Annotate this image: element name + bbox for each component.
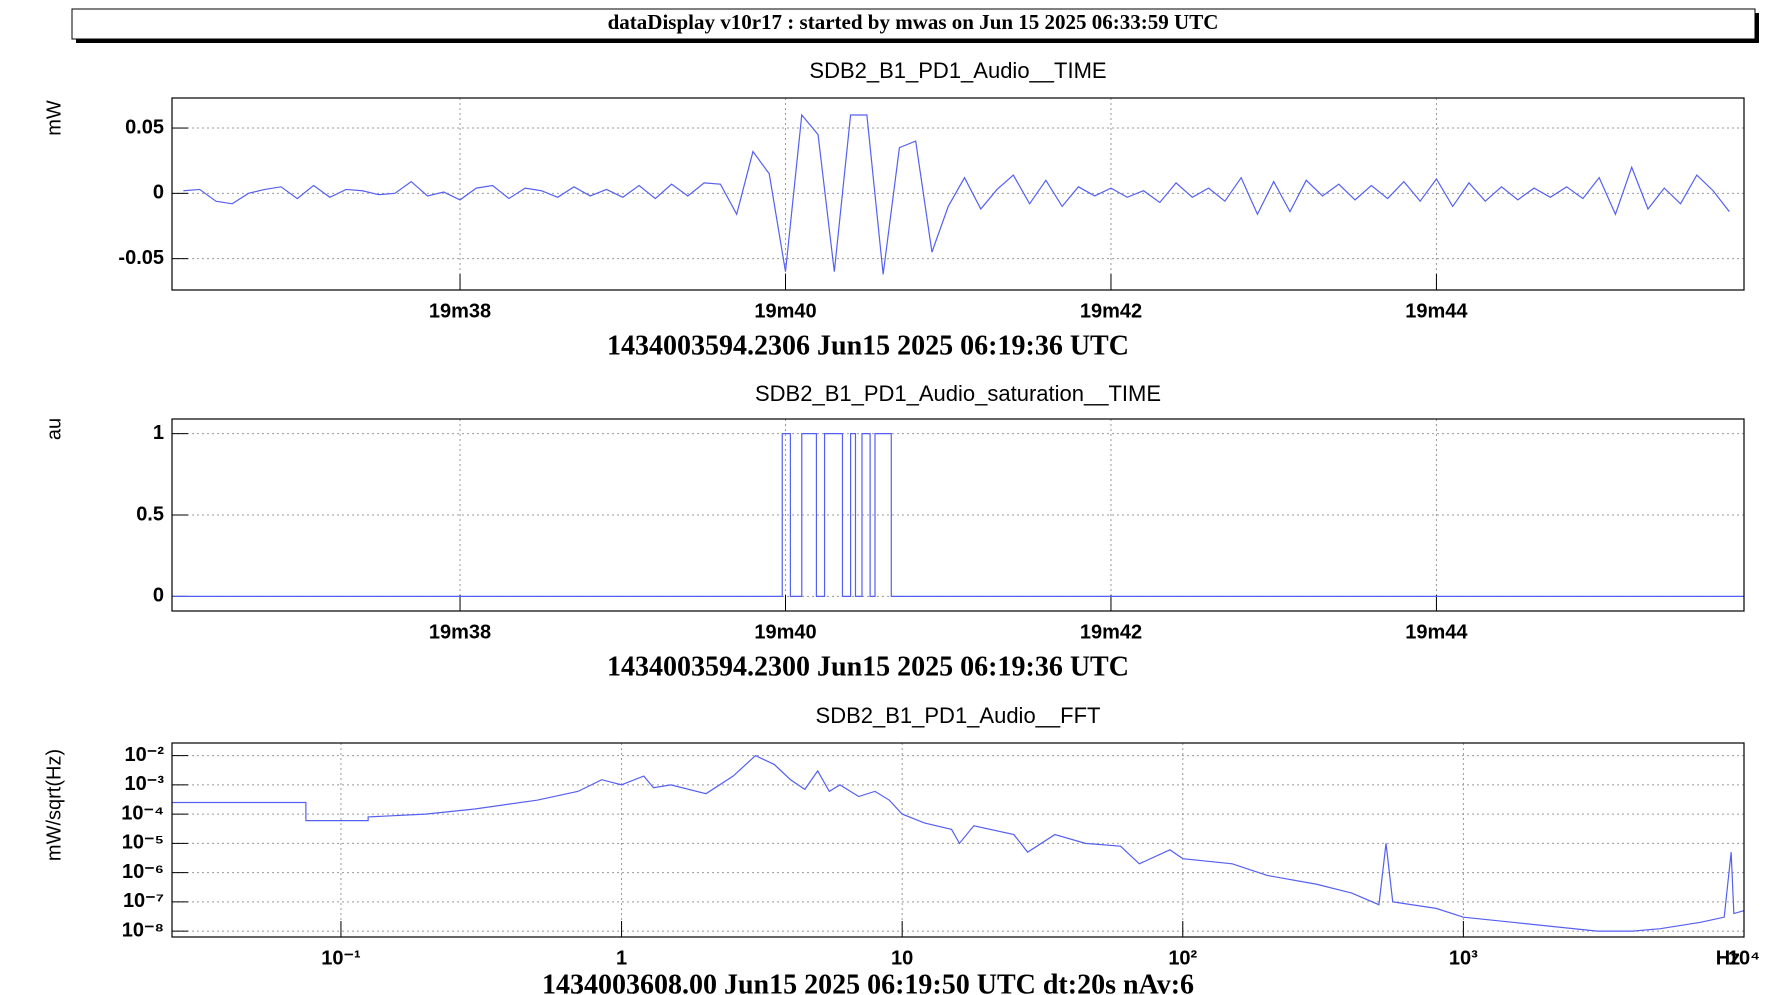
- y-tick-label: -0.05: [118, 247, 164, 269]
- y-tick-label: 10⁻⁵: [122, 832, 164, 854]
- x-tick-label: 19m42: [1080, 621, 1142, 643]
- y-tick-label: 0.05: [125, 116, 164, 138]
- y-tick-label: 0: [153, 585, 164, 607]
- chart-title: SDB2_B1_PD1_Audio__FFT: [816, 703, 1101, 728]
- data-line: [172, 754, 1745, 932]
- x-tick-label: 19m38: [429, 621, 491, 643]
- x-tick-label: 10²: [1168, 947, 1197, 969]
- plot-frame: [171, 97, 1745, 291]
- y-tick-label: 0: [153, 182, 164, 204]
- chart-title: SDB2_B1_PD1_Audio__TIME: [809, 58, 1106, 83]
- y-tick-label: 1: [153, 422, 164, 444]
- y-axis-label: au: [43, 418, 65, 440]
- x-tick-label: 10: [891, 947, 913, 969]
- x-axis-label: 1434003608.00 Jun15 2025 06:19:50 UTC dt…: [542, 969, 1194, 995]
- x-tick-label: 10³: [1449, 947, 1478, 969]
- x-axis-label: 1434003594.2306 Jun15 2025 06:19:36 UTC: [607, 330, 1129, 361]
- plot-frame: [171, 418, 1745, 612]
- x-tick-label: 19m44: [1405, 300, 1468, 322]
- y-tick-label: 10⁻²: [125, 744, 165, 766]
- x-unit: Hz: [1716, 947, 1740, 969]
- data-line: [172, 433, 1744, 597]
- y-tick-label: 10⁻⁴: [121, 802, 164, 824]
- x-tick-label: 1: [616, 947, 627, 969]
- x-tick-label: 19m40: [754, 621, 816, 643]
- x-tick-label: 10⁴: [1728, 947, 1760, 969]
- x-tick-label: 19m40: [754, 300, 816, 322]
- x-tick-label: 10⁻¹: [321, 947, 361, 969]
- header-box: [71, 8, 1756, 40]
- x-tick-label: 19m44: [1405, 621, 1468, 643]
- y-tick-label: 10⁻⁸: [122, 919, 164, 941]
- y-tick-label: 10⁻³: [125, 773, 165, 795]
- y-tick-label: 0.5: [136, 503, 164, 525]
- plot-frame: [171, 742, 1745, 938]
- x-tick-label: 19m38: [429, 300, 491, 322]
- data-line: [183, 113, 1730, 275]
- y-tick-label: 10⁻⁶: [122, 861, 164, 883]
- y-axis-label: mW: [43, 100, 65, 136]
- chart-title: SDB2_B1_PD1_Audio_saturation__TIME: [755, 381, 1161, 406]
- x-tick-label: 19m42: [1080, 300, 1142, 322]
- y-axis-label: mW/sqrt(Hz): [43, 749, 65, 861]
- header-title: dataDisplay v10r17 : started by mwas on …: [608, 10, 1219, 34]
- y-tick-label: 10⁻⁷: [123, 890, 164, 912]
- x-axis-label: 1434003594.2300 Jun15 2025 06:19:36 UTC: [607, 651, 1129, 682]
